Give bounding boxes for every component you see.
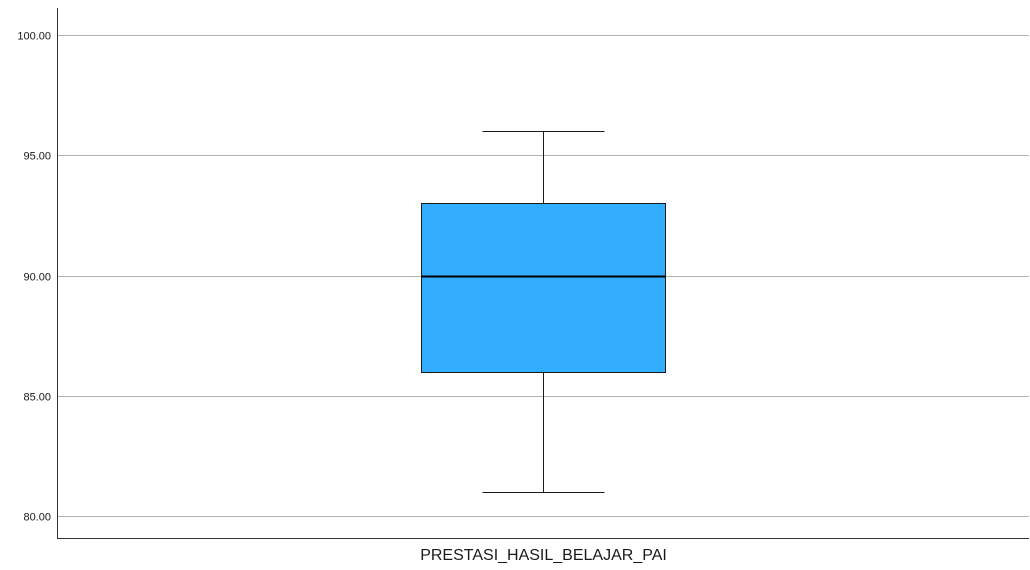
y-tick-label: 90.00 [23,272,51,284]
y-tick-label: 85.00 [23,392,51,404]
category-labels: PRESTASI_HASIL_BELAJAR_PAI [420,547,667,564]
category-label: PRESTASI_HASIL_BELAJAR_PAI [420,547,667,564]
y-tick-label: 80.00 [23,512,51,524]
iqr-box [421,203,666,373]
box-group [421,131,666,493]
axes [57,8,1029,539]
boxes [421,131,666,493]
y-tick-label: 100.00 [17,31,51,43]
y-tick-label: 95.00 [23,151,51,163]
y-axis-ticks: 80.00 85.00 90.00 95.00 100.00 [17,31,51,524]
